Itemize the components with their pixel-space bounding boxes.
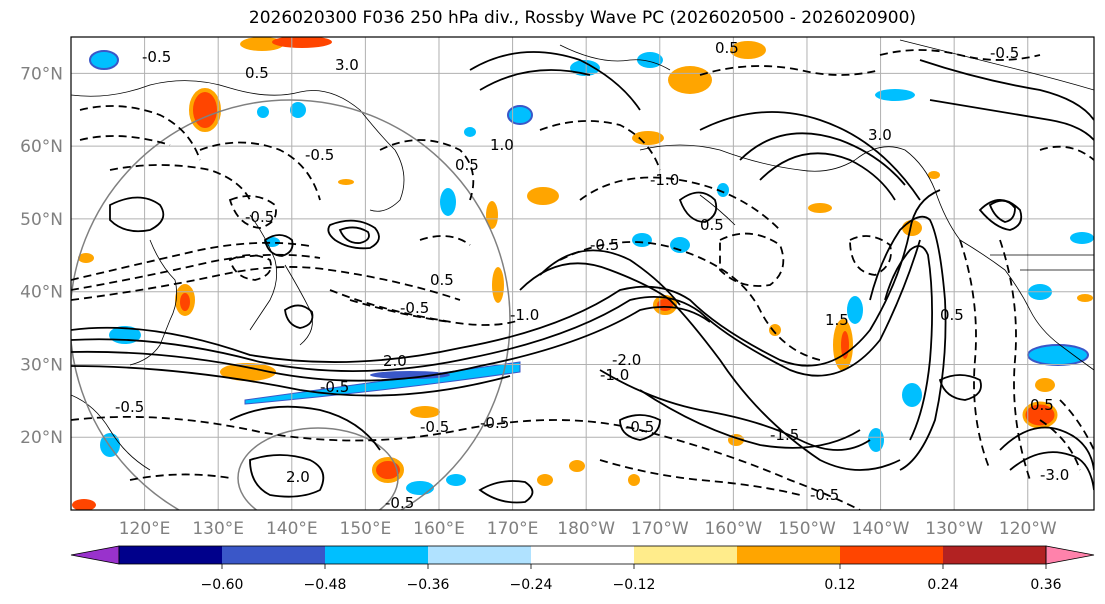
contour-label: 1.0	[490, 136, 514, 154]
colorbar-tick-label: −0.24	[510, 577, 553, 593]
contour-label: -0.5	[142, 48, 171, 66]
latitude-label: 50°N	[20, 210, 63, 230]
colorbar-segment	[531, 546, 635, 564]
longitude-label: 140°E	[266, 519, 318, 539]
positive-contours	[71, 51, 1094, 504]
latitude-label: 70°N	[20, 64, 63, 84]
contour-label: 3.0	[868, 126, 892, 144]
negative-contours	[71, 49, 1094, 510]
contour-label: 0.5	[700, 216, 724, 234]
contour-label: -0.5	[990, 44, 1019, 62]
contour-label: -2.0	[612, 351, 641, 369]
colorbar-segment	[119, 546, 223, 564]
longitude-label: 180°W	[557, 519, 615, 539]
colorbar-segment	[943, 546, 1047, 564]
longitude-label: 160°W	[704, 519, 762, 539]
colorbar-tick-label: −0.60	[201, 577, 244, 593]
colorbar-tick-label: 0.36	[1030, 577, 1061, 593]
colorbar-segment	[428, 546, 532, 564]
reference-circles	[71, 99, 511, 510]
contour-label: -1.0	[600, 366, 629, 384]
longitude-label: 150°W	[778, 519, 836, 539]
longitude-label: 150°E	[340, 519, 392, 539]
contour-label: -0.5	[480, 414, 509, 432]
longitude-label: 120°W	[999, 519, 1057, 539]
latitude-label: 60°N	[20, 137, 63, 157]
colorbar-extend-low	[70, 545, 120, 565]
latitude-label: 20°N	[20, 428, 63, 448]
colorbar-outline	[118, 545, 1047, 565]
contour-label: -3.0	[1040, 466, 1069, 484]
latitude-labels: 70°N 60°N 50°N 40°N 30°N 20°N	[20, 64, 63, 448]
longitude-label: 160°E	[413, 519, 465, 539]
latitude-label: 40°N	[20, 283, 63, 303]
contour-label: 0.5	[430, 271, 454, 289]
contour-labels: -0.5 3.0 0.5 0.5 -0.5 3.0 1.0 -0.5 0.5 -…	[115, 39, 1069, 512]
contour-label: -0.5	[420, 418, 449, 436]
contour-label: 0.5	[715, 39, 739, 57]
contour-label: -0.5	[305, 146, 334, 164]
longitude-label: 130°W	[925, 519, 983, 539]
contour-label: 2.0	[383, 352, 407, 370]
coastlines	[71, 39, 1094, 471]
contour-label: -0.5	[385, 494, 414, 512]
colorbar-tick-label: −0.36	[407, 577, 450, 593]
longitude-label: 120°E	[119, 519, 171, 539]
contour-label: 0.5	[245, 64, 269, 82]
contour-label: -0.5	[400, 299, 429, 317]
contour-label: -0.5	[320, 378, 349, 396]
colorbar-segment	[634, 546, 738, 564]
contour-label: -0.5	[115, 398, 144, 416]
colorbar-tick-label: 0.24	[927, 577, 958, 593]
contour-label: -1.5	[770, 426, 799, 444]
contour-label: 1.5	[825, 311, 849, 329]
map-frame	[70, 36, 1095, 511]
contour-label: -0.5	[590, 236, 619, 254]
longitude-labels: 120°E 130°E 140°E 150°E 160°E 170°E 180°W 170°W…	[119, 519, 1057, 539]
longitude-label: 130°E	[192, 519, 244, 539]
contour-label: -0.5	[625, 418, 654, 436]
contour-label: -0.5	[810, 486, 839, 504]
contour-label: -1.0	[510, 306, 539, 324]
map-title: 2026020300 F036 250 hPa div., Rossby Wav…	[248, 8, 917, 28]
map-background	[71, 37, 1094, 510]
gridlines	[71, 37, 1094, 510]
longitude-label: 170°W	[631, 519, 689, 539]
colorbar-segment	[737, 546, 841, 564]
contour-label: 0.5	[1030, 396, 1054, 414]
contour-label: 0.5	[940, 306, 964, 324]
colorbar-extend-high	[1045, 545, 1095, 565]
contour-label: 3.0	[335, 56, 359, 74]
longitude-label: 170°E	[487, 519, 539, 539]
latitude-label: 30°N	[20, 355, 63, 375]
colorbar-segment	[222, 546, 326, 564]
colorbar: −0.60−0.48−0.36−0.24−0.120.120.240.360.4…	[70, 545, 1095, 593]
colorbar-segment	[325, 546, 429, 564]
contour-label: -1.0	[650, 171, 679, 189]
colorbar-segment	[840, 546, 944, 564]
colorbar-tick-label: −0.48	[304, 577, 347, 593]
colorbar-tick-label: 0.12	[824, 577, 855, 593]
colorbar-tick-label: −0.12	[613, 577, 656, 593]
contour-label: 0.5	[455, 156, 479, 174]
contour-label: 2.0	[286, 468, 310, 486]
longitude-label: 140°W	[852, 519, 910, 539]
contour-label: -0.5	[245, 208, 274, 226]
